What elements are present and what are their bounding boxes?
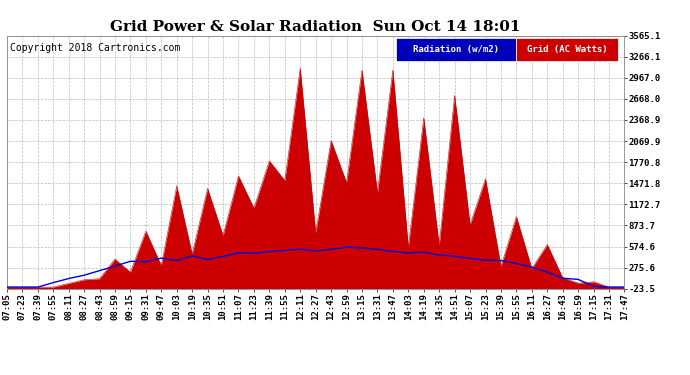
Text: Radiation (w/m2): Radiation (w/m2) [413, 45, 499, 54]
FancyBboxPatch shape [516, 38, 618, 61]
FancyBboxPatch shape [396, 38, 516, 61]
Title: Grid Power & Solar Radiation  Sun Oct 14 18:01: Grid Power & Solar Radiation Sun Oct 14 … [110, 21, 521, 34]
Text: Grid (AC Watts): Grid (AC Watts) [527, 45, 608, 54]
Text: Copyright 2018 Cartronics.com: Copyright 2018 Cartronics.com [10, 43, 180, 53]
